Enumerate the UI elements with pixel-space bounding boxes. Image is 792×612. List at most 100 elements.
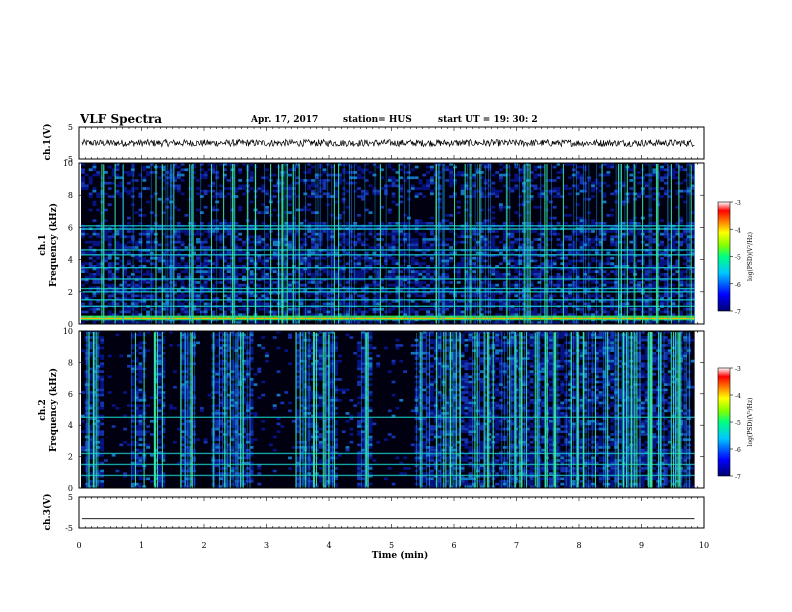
ch1-spectrogram-cell bbox=[667, 235, 672, 239]
ch1-spectrogram-cell bbox=[403, 307, 408, 311]
ch1-spectrogram-cell bbox=[621, 181, 626, 185]
ch1-spectrogram-cell bbox=[602, 232, 607, 236]
ch1-spectrogram-cell bbox=[257, 283, 262, 287]
ch1-spectrogram-cell bbox=[364, 189, 369, 193]
ch1-spectrogram-cell bbox=[380, 281, 384, 284]
ch1-spectrogram-cell bbox=[318, 181, 323, 185]
ch1-spectrogram-cell bbox=[449, 176, 454, 180]
ch1-spectrogram-cell bbox=[314, 211, 319, 214]
ch1-spectrogram-cell bbox=[81, 251, 85, 255]
ch1-spectrogram-cell bbox=[644, 254, 649, 257]
ch1-spectrogram-cell bbox=[330, 251, 335, 255]
ch1-spectrogram-cell bbox=[318, 189, 323, 193]
ch1-spectrogram-cell bbox=[314, 222, 319, 225]
ch1-spectrogram-cell bbox=[284, 163, 289, 166]
ch1-spectrogram-cell bbox=[107, 273, 112, 276]
ch1-spectrogram-cell bbox=[548, 302, 553, 306]
ch1-spectrogram-cell bbox=[591, 195, 595, 198]
ch1-spectrogram-cell bbox=[150, 246, 154, 249]
ch1-spectrogram-cell bbox=[518, 259, 523, 263]
ch1-spectrogram-cell bbox=[637, 267, 641, 271]
ch1-spectrogram-cell bbox=[104, 238, 108, 241]
ch1-spectrogram-cell bbox=[579, 286, 584, 290]
ch1-spectrogram-cell bbox=[518, 179, 523, 182]
ch1-spectrogram-cell bbox=[326, 232, 331, 236]
ch1-spectrogram-cell bbox=[173, 262, 177, 265]
ch1-spectrogram-cell bbox=[226, 270, 231, 273]
ch1-spectrogram-cell bbox=[579, 165, 584, 169]
ch1-spectrogram-cell bbox=[203, 294, 208, 298]
ch1-spectrogram-cell bbox=[88, 256, 93, 260]
ch1-spectrogram-cell bbox=[564, 283, 569, 287]
ch1-spectrogram-cell bbox=[564, 262, 569, 265]
ch1-spectrogram-cell bbox=[575, 232, 580, 236]
ch1-spectrogram-cell bbox=[430, 232, 434, 236]
ch1-spectrogram-cell bbox=[479, 230, 484, 233]
ch1-spectrogram-cell bbox=[510, 187, 515, 190]
ch1-spectrogram-cell bbox=[284, 273, 289, 276]
ch1-spectrogram-cell bbox=[165, 299, 170, 303]
ch1-spectrogram-cell bbox=[499, 321, 503, 324]
ch1-spectrogram-cell bbox=[96, 243, 101, 247]
ch1-spectrogram-cell bbox=[127, 307, 131, 311]
ch1-spectrogram-cell bbox=[414, 283, 419, 287]
ch1-spectrogram-cell bbox=[84, 275, 89, 279]
ch1-spectrogram-cell bbox=[272, 238, 277, 241]
ch1-spectrogram-cell bbox=[184, 262, 189, 265]
ch1-spectrogram-cell bbox=[476, 289, 480, 292]
ch1-spectrogram-cell bbox=[652, 163, 657, 166]
ch1-spectrogram-cell bbox=[487, 270, 492, 273]
ch1-spectrogram-cell bbox=[598, 222, 603, 225]
ch1-spectrogram-cell bbox=[629, 232, 634, 236]
ch1-spectrogram-cell bbox=[667, 283, 672, 287]
ch1-spectrogram-cell bbox=[418, 254, 423, 257]
ch1-spectrogram-cell bbox=[311, 256, 315, 260]
ch1-spectrogram-cell bbox=[318, 222, 323, 225]
ch1-spectrogram-cell bbox=[146, 313, 151, 316]
ch1-spectrogram-cell bbox=[96, 173, 101, 177]
ch1-spectrogram-cell bbox=[199, 240, 204, 244]
ch1-spectrogram-cell bbox=[610, 256, 615, 260]
ch1-spectrogram-cell bbox=[479, 256, 484, 260]
ch1-spectrogram-cell bbox=[357, 240, 361, 244]
ch1-spectrogram-cell bbox=[380, 278, 384, 282]
ch1-spectrogram-cell bbox=[426, 286, 431, 290]
ch1-spectrogram-cell bbox=[380, 297, 384, 300]
ch1-spectrogram-cell bbox=[403, 232, 408, 236]
ch1-spectrogram-cell bbox=[173, 246, 177, 249]
ch1-spectrogram-cell bbox=[679, 168, 684, 172]
ch1-spectrogram-cell bbox=[176, 294, 181, 298]
ch1-spectrogram-cell bbox=[518, 297, 523, 300]
ch1-spectrogram-cell bbox=[667, 256, 672, 260]
ch1-spectrogram-cell bbox=[180, 281, 185, 284]
ch1-spectrogram-cell bbox=[314, 195, 319, 198]
ch1-spectrogram-cell bbox=[644, 184, 649, 188]
ch1-spectrogram-cell bbox=[199, 243, 204, 247]
ch1-spectrogram-cell bbox=[173, 187, 177, 190]
ch1-spectrogram-cell bbox=[663, 232, 668, 236]
ch1-spectrogram-cell bbox=[679, 278, 684, 282]
ch1-spectrogram-cell bbox=[222, 267, 227, 271]
ch1-spectrogram-cell bbox=[207, 267, 212, 271]
ch1-spectrogram-cell bbox=[104, 321, 108, 324]
ch1-spectrogram-cell bbox=[146, 243, 151, 247]
ch1-spectrogram-cell bbox=[602, 307, 607, 311]
ch1-spectrogram-cell bbox=[679, 294, 684, 298]
ch1-spectrogram-cell bbox=[341, 291, 346, 295]
ch1-spectrogram-cell bbox=[479, 270, 484, 273]
ch1-spectrogram-cell bbox=[222, 163, 227, 166]
ch1-spectrogram-cell bbox=[541, 267, 546, 271]
ch1-spectrogram-cell bbox=[84, 278, 89, 282]
ch1-spectrogram-cell bbox=[621, 222, 626, 225]
ch1-spectrogram-cell bbox=[518, 246, 523, 249]
ch1-spectrogram-cell bbox=[219, 313, 223, 316]
ch1-spectrogram-cell bbox=[441, 243, 446, 247]
ch1-spectrogram-cell bbox=[115, 192, 120, 196]
ch1-spectrogram-cell bbox=[548, 238, 553, 241]
ch1-spectrogram-cell bbox=[249, 299, 254, 303]
ch1-spectrogram-cell bbox=[399, 289, 404, 292]
ch1-spectrogram-cell bbox=[667, 294, 672, 298]
ch1-spectrogram-cell bbox=[476, 310, 480, 314]
ch1-spectrogram-cell bbox=[249, 281, 254, 284]
ch1-spectrogram-cell bbox=[84, 232, 89, 236]
